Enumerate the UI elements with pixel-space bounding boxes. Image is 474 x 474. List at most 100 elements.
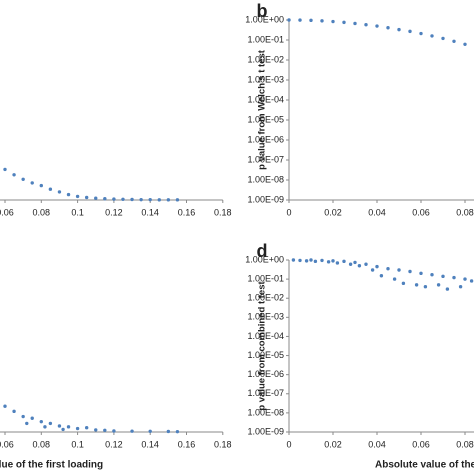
point <box>320 258 324 263</box>
point <box>423 285 428 289</box>
x-tick-label: 0.08 <box>456 439 474 449</box>
y-tick-label: 1.00E-07 <box>247 154 284 164</box>
panel-label: b <box>257 1 268 21</box>
x-tick-label: 0.12 <box>105 439 123 449</box>
point <box>66 192 71 197</box>
point <box>463 42 467 46</box>
point <box>61 427 65 432</box>
y-tick-label: 1.00E-08 <box>247 407 284 417</box>
point <box>43 425 47 429</box>
y-tick-label: 1.00E-09 <box>247 194 284 204</box>
x-axis-label: Absolute value of the first loading <box>375 460 474 471</box>
point <box>130 197 134 202</box>
point <box>364 262 368 266</box>
point <box>419 31 423 36</box>
x-tick-label: 0.18 <box>214 439 232 449</box>
point <box>75 194 80 199</box>
point <box>430 273 434 277</box>
point <box>441 36 445 41</box>
point <box>94 428 98 432</box>
point <box>342 259 346 264</box>
point <box>348 262 353 266</box>
x-tick-label: 0.1 <box>71 207 84 217</box>
x-tick-label: 0.06 <box>412 439 430 449</box>
y-tick-label: 1.00E-01 <box>247 273 284 283</box>
y-axis-label: p value from combined t test <box>257 281 268 411</box>
point <box>130 429 134 433</box>
point <box>379 274 384 278</box>
point <box>320 19 324 23</box>
point <box>39 183 43 188</box>
panel-label: d <box>257 241 268 261</box>
point <box>458 285 463 289</box>
y-tick-label: 1.00E-06 <box>247 369 284 379</box>
point <box>84 426 89 430</box>
x-tick-label: 0.06 <box>0 207 14 217</box>
point <box>287 18 291 22</box>
x-tick-label: 0 <box>286 439 291 449</box>
point <box>364 23 368 27</box>
x-tick-label: 0.08 <box>33 439 51 449</box>
point <box>430 34 434 38</box>
point <box>121 197 125 201</box>
point <box>375 264 379 269</box>
x-tick-label: 0.02 <box>324 439 342 449</box>
point <box>386 26 390 30</box>
y-axis-label: p value from Welch's t test <box>257 49 268 170</box>
point <box>103 197 107 201</box>
point <box>84 195 89 200</box>
point <box>452 39 456 44</box>
x-tick-label: 0.06 <box>412 207 430 217</box>
point <box>342 20 346 25</box>
y-tick-label: 1.00E-07 <box>247 388 284 398</box>
point <box>48 187 53 191</box>
x-tick-label: 0.18 <box>214 207 232 217</box>
point <box>139 197 143 202</box>
point <box>39 419 43 424</box>
point <box>309 258 313 262</box>
point <box>353 260 357 265</box>
y-tick-label: 1.00E-03 <box>247 74 284 84</box>
point <box>112 429 116 433</box>
x-tick-label: 0.04 <box>368 439 386 449</box>
point <box>397 27 401 32</box>
point <box>148 429 152 434</box>
x-tick-label: 0.02 <box>324 207 342 217</box>
y-tick-label: 1.00E-05 <box>247 114 284 124</box>
point <box>30 416 34 420</box>
point <box>436 283 441 287</box>
x-tick-label: 0.08 <box>33 207 51 217</box>
point <box>25 421 29 426</box>
point <box>386 267 390 271</box>
point <box>401 281 406 286</box>
y-tick-label: 1.00E-04 <box>247 94 284 104</box>
point <box>291 258 296 262</box>
x-axis-label: Absolute value of the first loading <box>0 460 103 471</box>
point <box>112 197 116 201</box>
point <box>313 259 318 264</box>
x-tick-label: 0.14 <box>141 207 159 217</box>
point <box>326 260 331 264</box>
point <box>12 173 16 177</box>
point <box>441 274 445 279</box>
point <box>12 409 16 414</box>
point <box>397 268 401 272</box>
point <box>370 268 375 272</box>
point <box>304 259 309 263</box>
point <box>331 19 335 24</box>
point <box>452 275 456 280</box>
point <box>408 29 412 34</box>
point <box>309 18 313 23</box>
point <box>445 287 450 291</box>
point <box>148 197 152 202</box>
point <box>375 24 379 28</box>
point <box>419 271 423 276</box>
point <box>414 283 419 287</box>
x-tick-label: 0.08 <box>456 207 474 217</box>
point <box>21 414 25 419</box>
point <box>469 279 474 283</box>
point <box>166 429 171 434</box>
y-tick-label: 1.00E-01 <box>247 34 284 44</box>
x-tick-label: 0.16 <box>178 439 196 449</box>
point <box>353 21 357 26</box>
